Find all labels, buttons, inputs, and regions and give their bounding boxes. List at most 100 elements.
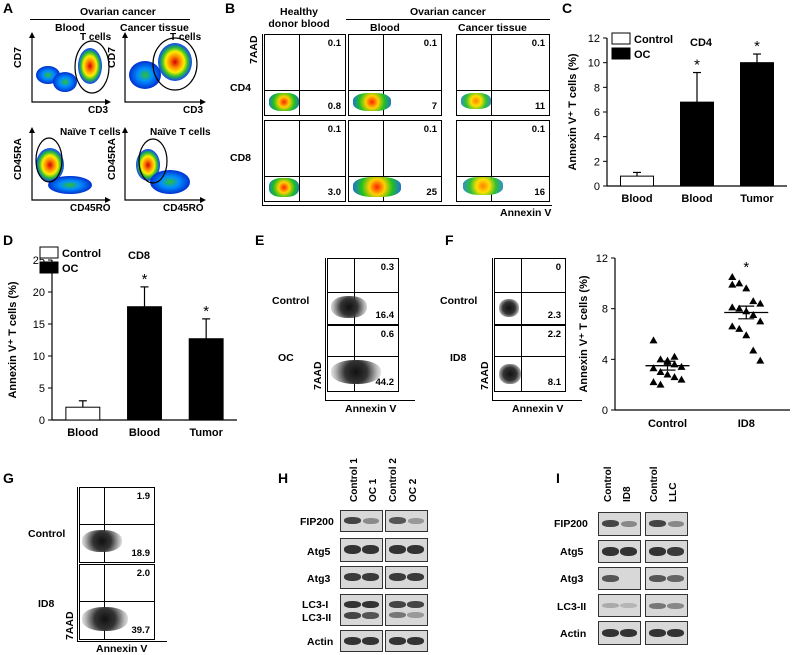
- scatter-point-f-1-2: [742, 284, 751, 292]
- significance-star-d-2: *: [203, 303, 209, 320]
- flow-g-control: 1.9 18.9: [79, 487, 155, 563]
- panel-a-ylabel-cd7-left: CD7: [12, 46, 24, 68]
- scatter-point-f-0-11: [656, 380, 665, 388]
- legend-swatch-control-c: [611, 32, 631, 45]
- value-b-cd4-healthy-lower: 0.8: [327, 101, 341, 112]
- panel-g-y-axis: [77, 487, 78, 642]
- flow-g-id8: 2.0 39.7: [79, 564, 155, 640]
- scatter-point-f-1-3: [749, 297, 758, 305]
- scatter-point-f-1-0: [728, 273, 737, 280]
- y-tick-label-d-0: 0: [39, 415, 45, 427]
- bar-d-2: [188, 338, 224, 421]
- scatter-point-f-0-13: [670, 352, 679, 360]
- value-g-control-upper: 1.9: [136, 491, 150, 502]
- bar-c-0: [620, 175, 654, 187]
- flow-f-control: 0 2.3: [494, 258, 566, 325]
- panel-label-h: H: [278, 470, 289, 486]
- panel-f-ylabel-7aad: 7AAD: [479, 361, 491, 390]
- scatter-point-f-0-7: [663, 370, 672, 378]
- scatter-point-f-0-6: [656, 368, 665, 375]
- blot-i-atg3-2: [645, 567, 688, 590]
- flow-b-cd8-tissue: 0.1 16: [456, 120, 550, 202]
- y-axis-label-f: Annexin V⁺ T cells (%): [578, 275, 590, 392]
- x-tick-label-c-1: Blood: [681, 193, 712, 205]
- panel-g-row-control: Control: [28, 528, 66, 540]
- y-tick-label-c-5: 10: [588, 58, 600, 70]
- lane-i-control1: Control: [603, 466, 614, 502]
- panel-label-b: B: [225, 0, 236, 16]
- bar-d-0: [65, 406, 101, 421]
- y-tick-label-c-3: 6: [594, 107, 600, 119]
- lane-h-oc2: OC 2: [408, 478, 419, 502]
- x-tick-label-c-0: Blood: [621, 193, 652, 205]
- flow-e-control: 0.3 16.4: [327, 258, 399, 325]
- chart-title-c: CD4: [690, 37, 713, 49]
- label-i-lc3ii: LC3-II: [557, 601, 587, 613]
- panel-label-d: D: [3, 232, 14, 248]
- chart-c-cd4: 0 2 4 6 8 10 12 Annexin V⁺ T cells (%) CD4 Contro…: [567, 32, 787, 205]
- significance-star-c-2: *: [754, 38, 760, 55]
- blot-h-atg5-2: [385, 538, 428, 562]
- blot-h-atg3-2: [385, 566, 428, 589]
- scatter-point-f-0-1: [656, 355, 665, 363]
- panel-b-x-axis: [262, 205, 552, 206]
- flow-f-id8: 2.2 8.1: [494, 325, 566, 392]
- panel-g-xlabel-annexin: Annexin V: [96, 643, 148, 655]
- panel-g-x-axis: [77, 641, 167, 642]
- label-h-lc3ii: LC3-II: [302, 612, 332, 624]
- flow-e-oc: 0.6 44.2: [327, 325, 399, 392]
- panel-e-y-axis: [325, 258, 326, 401]
- scatter-point-f-0-4: [677, 362, 686, 370]
- panel-a-xlabel-cd45ro-right: CD45RO: [163, 203, 204, 214]
- panel-b-ylabel-7aad: 7AAD: [248, 35, 260, 64]
- value-g-id8-upper: 2.0: [136, 568, 150, 579]
- y-tick-label-c-2: 4: [594, 132, 600, 144]
- scatter-point-f-1-12: [742, 331, 751, 339]
- chart-title-d: CD8: [128, 250, 150, 262]
- panel-f-row-id8: ID8: [450, 352, 467, 364]
- value-b-cd8-tissue-lower: 16: [534, 187, 545, 198]
- scatter-point-f-1-4: [756, 299, 765, 307]
- value-b-cd4-tissue-lower: 11: [534, 101, 545, 112]
- significance-star-c-1: *: [694, 57, 700, 74]
- legend-label-oc-d: OC: [62, 263, 79, 275]
- value-f-id8-upper: 2.2: [547, 329, 561, 340]
- flow-b-cd8-healthy: 0.1 3.0: [264, 120, 346, 202]
- panel-f-x-axis: [492, 400, 582, 401]
- blot-h-actin-2: [385, 630, 428, 652]
- scatter-point-f-0-5: [649, 364, 658, 372]
- x-tick-label-d-1: Blood: [129, 427, 160, 439]
- blot-i-fip200-2: [645, 512, 688, 536]
- value-b-cd8-healthy-upper: 0.1: [327, 124, 341, 135]
- chart-f-scatter: 0 4 8 12 Annexin V⁺ T cells (%) Control * ID8: [578, 253, 790, 430]
- blot-i-lc3ii-1: [598, 594, 641, 617]
- panel-a-gate-t-blood: T cells: [80, 32, 112, 43]
- panel-a-header-line: [30, 19, 190, 20]
- scatter-point-f-1-10: [728, 322, 737, 330]
- label-i-atg3: Atg3: [560, 573, 584, 585]
- blot-h-fip200-2: [385, 510, 428, 532]
- scatter-point-f-1-6: [735, 304, 744, 312]
- label-h-atg5: Atg5: [307, 546, 331, 558]
- significance-star-d-1: *: [142, 271, 148, 288]
- legend-label-control-d: Control: [62, 248, 101, 260]
- blot-i-lc3ii-2: [645, 594, 688, 617]
- label-h-fip200: FIP200: [300, 516, 334, 528]
- scatter-point-f-1-13: [749, 346, 758, 354]
- y-tick-label-f-1: 4: [602, 354, 608, 366]
- panel-label-f: F: [445, 232, 454, 248]
- panel-a-gate-t-tissue: T cells: [170, 32, 202, 43]
- flow-b-cd8-blood: 0.1 25: [348, 120, 442, 202]
- bar-d-1: [127, 306, 162, 421]
- value-b-cd8-healthy-lower: 3.0: [327, 187, 341, 198]
- x-tick-label-f-1: ID8: [738, 418, 755, 430]
- legend-swatch-control-d: [39, 246, 59, 259]
- panel-b-col-blood: Blood: [370, 22, 400, 34]
- panel-b-header-line: [346, 19, 550, 20]
- lane-i-control2: Control: [649, 466, 660, 502]
- label-h-actin: Actin: [307, 636, 334, 648]
- blot-h-lc3-2: [385, 594, 428, 626]
- y-tick-label-f-2: 8: [602, 304, 608, 316]
- y-axis-label-d: Annexin V⁺ T cells (%): [7, 281, 19, 398]
- y-tick-label-d-3: 15: [33, 319, 45, 331]
